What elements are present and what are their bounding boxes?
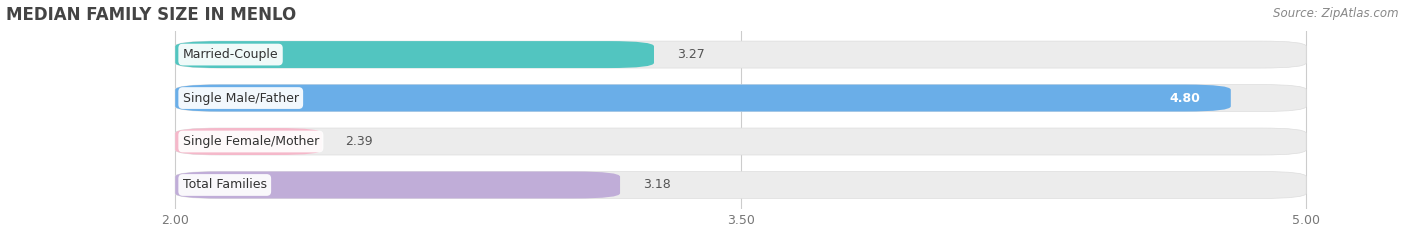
FancyBboxPatch shape <box>176 128 322 155</box>
FancyBboxPatch shape <box>176 128 1306 155</box>
Text: 2.39: 2.39 <box>344 135 373 148</box>
FancyBboxPatch shape <box>176 41 654 68</box>
Text: MEDIAN FAMILY SIZE IN MENLO: MEDIAN FAMILY SIZE IN MENLO <box>6 6 295 24</box>
Text: 4.80: 4.80 <box>1170 92 1201 105</box>
Text: Total Families: Total Families <box>183 178 267 192</box>
FancyBboxPatch shape <box>176 85 1230 112</box>
FancyBboxPatch shape <box>176 171 1306 199</box>
Text: 3.27: 3.27 <box>676 48 704 61</box>
FancyBboxPatch shape <box>176 171 620 199</box>
Text: Married-Couple: Married-Couple <box>183 48 278 61</box>
Text: 3.18: 3.18 <box>643 178 671 192</box>
Text: Single Male/Father: Single Male/Father <box>183 92 298 105</box>
Text: Source: ZipAtlas.com: Source: ZipAtlas.com <box>1274 7 1399 20</box>
FancyBboxPatch shape <box>176 85 1306 112</box>
Text: Single Female/Mother: Single Female/Mother <box>183 135 319 148</box>
FancyBboxPatch shape <box>176 41 1306 68</box>
